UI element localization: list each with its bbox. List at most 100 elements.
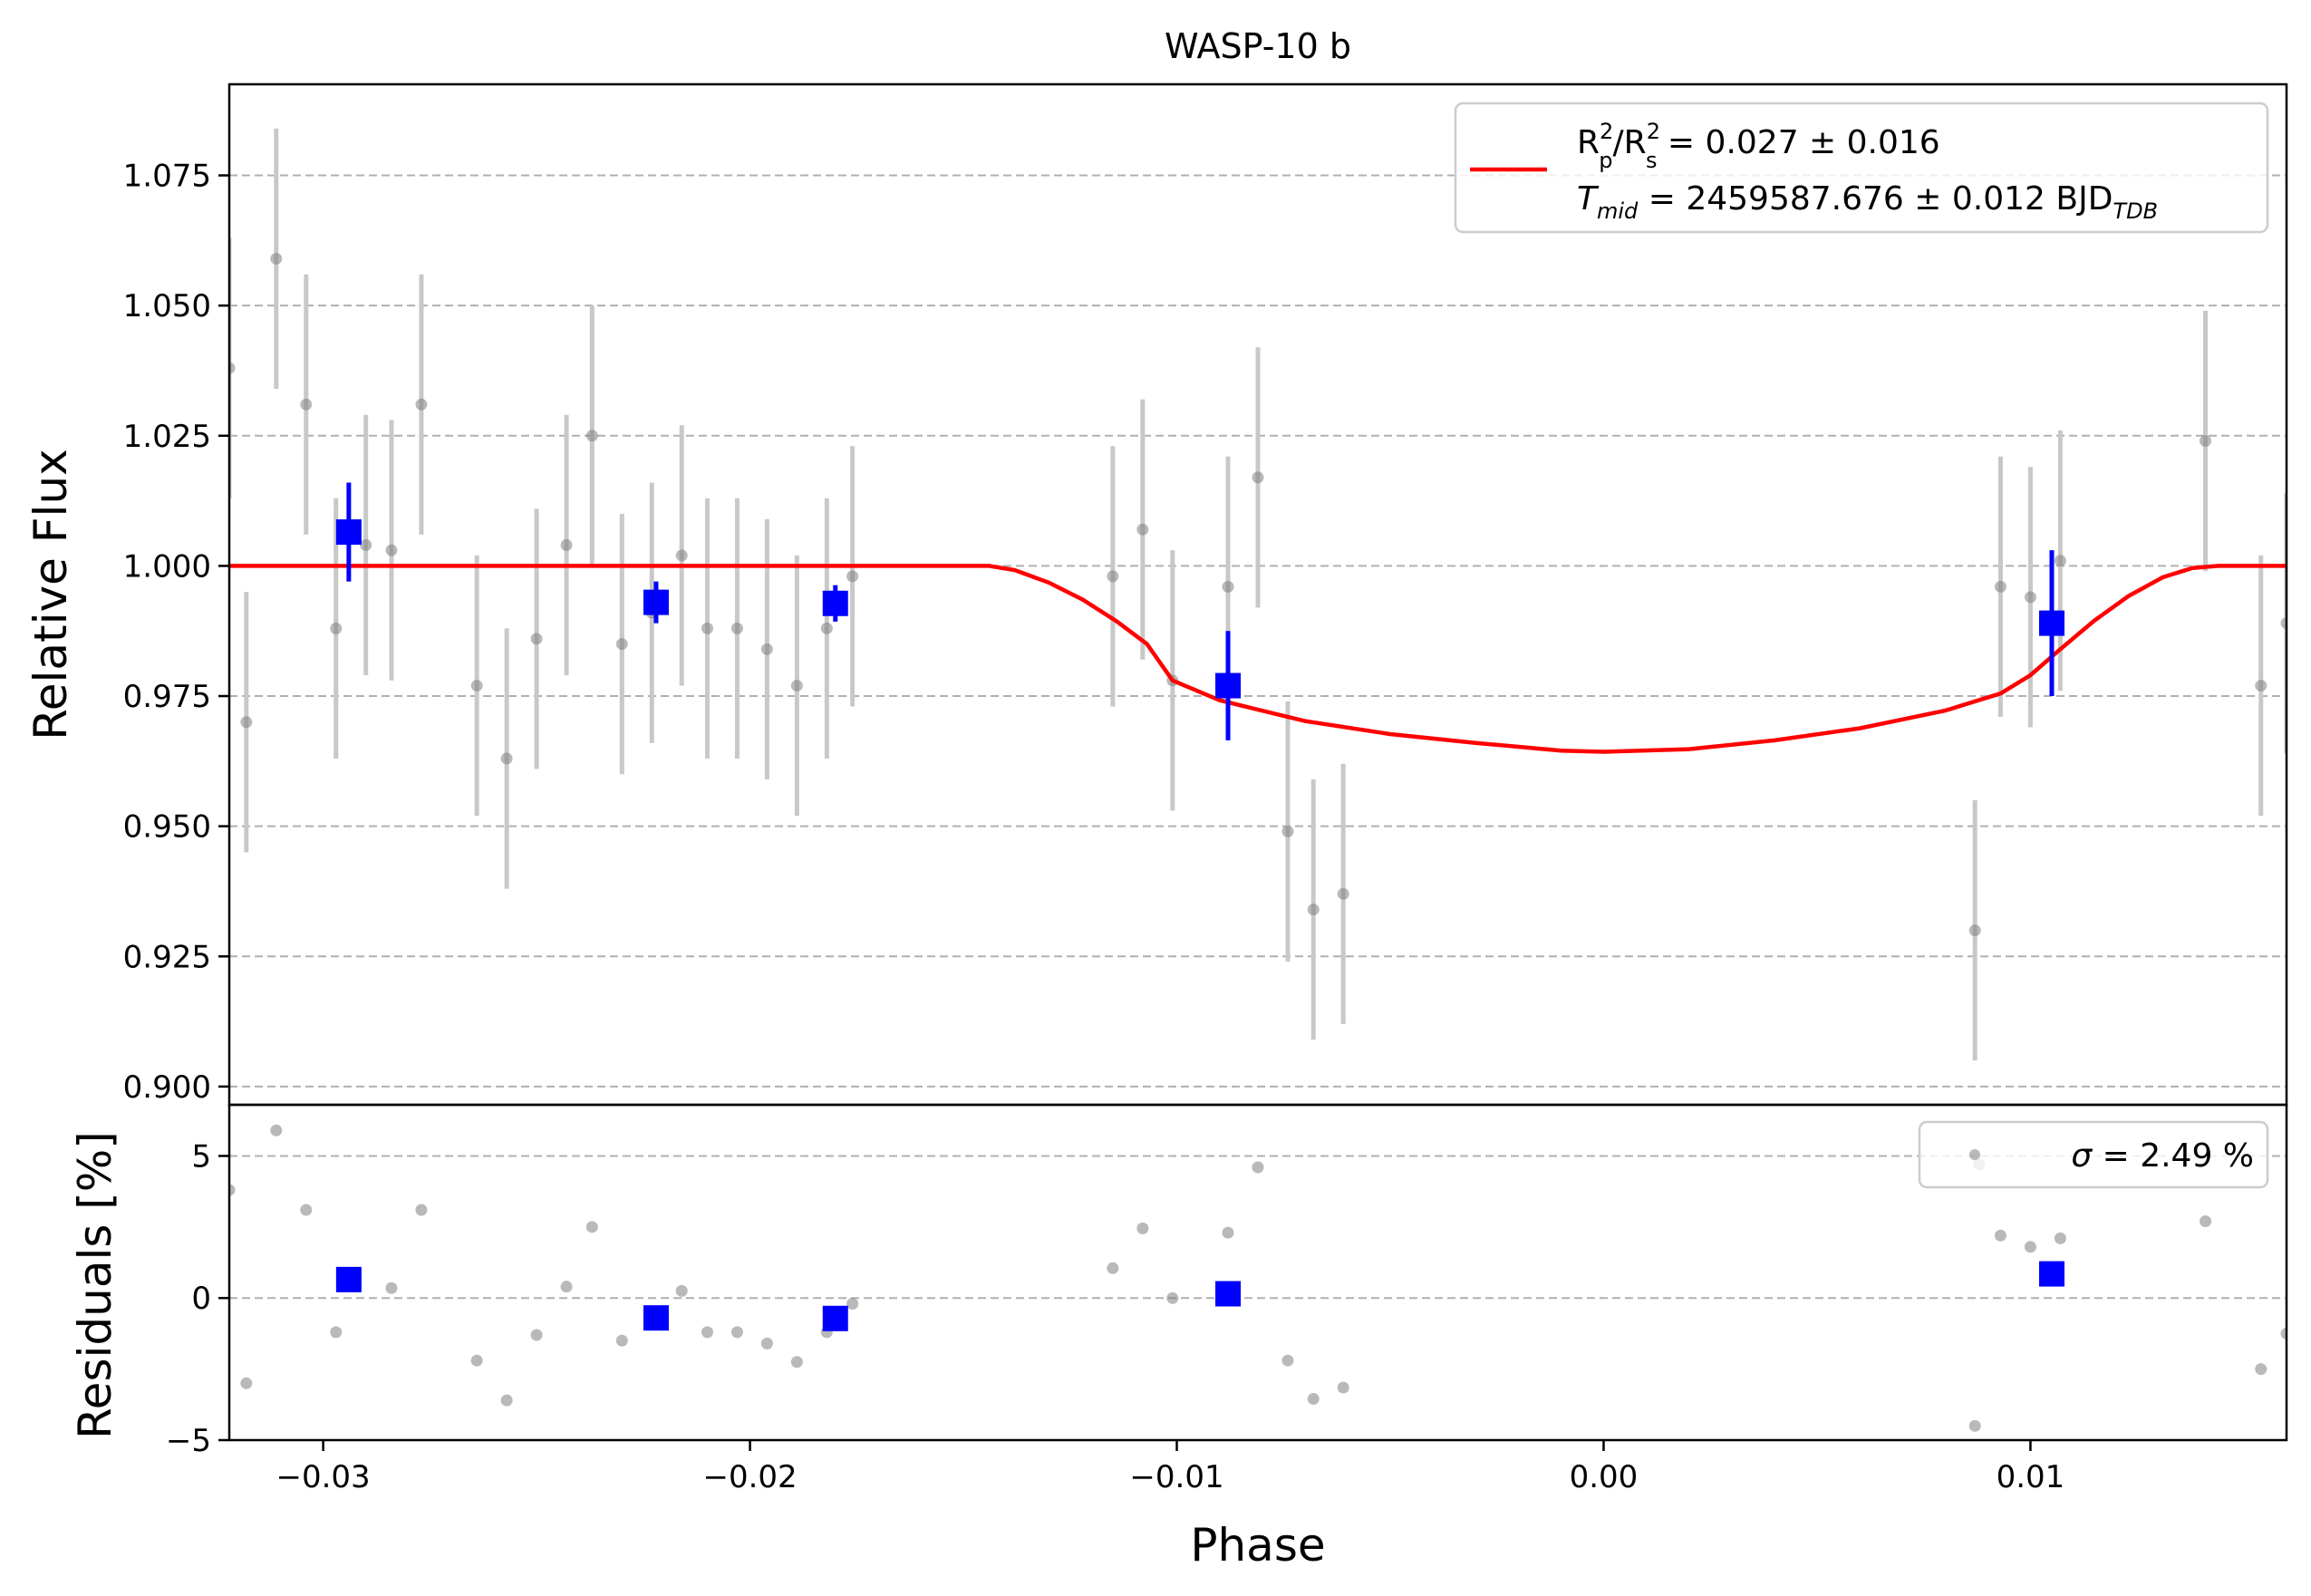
- residual-raw-point: [615, 1334, 628, 1347]
- residual-raw-point: [415, 1204, 428, 1216]
- residual-raw-point: [2054, 1232, 2066, 1244]
- residual-raw-point: [701, 1326, 713, 1339]
- flux-raw-point: [240, 716, 253, 729]
- residual-raw-point: [1307, 1393, 1320, 1406]
- flux-binned-point: [643, 589, 669, 615]
- flux-binned-point: [335, 519, 362, 546]
- flux-raw-point: [2054, 555, 2066, 567]
- residual-raw-point: [1136, 1222, 1149, 1234]
- residual-raw-point: [2024, 1241, 2036, 1253]
- residual-raw-point: [530, 1329, 543, 1341]
- flux-raw-point: [560, 538, 573, 551]
- flux-raw-point: [1307, 904, 1320, 916]
- residual-raw-point: [300, 1204, 313, 1216]
- residual-raw-point: [790, 1356, 803, 1369]
- chart-title: WASP-10 b: [1165, 26, 1351, 66]
- flux-y-tick-label: 0.900: [123, 1069, 211, 1106]
- residual-binned-point: [643, 1305, 669, 1331]
- residual-raw-point: [470, 1354, 483, 1367]
- residual-raw-point: [1222, 1226, 1234, 1239]
- residuals-y-tick-label: 0: [191, 1281, 211, 1317]
- residuals-y-ticks: −5 0 5: [166, 1138, 229, 1459]
- flux-raw-point: [846, 570, 859, 583]
- flux-raw-point: [730, 622, 743, 634]
- residual-raw-point: [1968, 1419, 1981, 1432]
- flux-raw-point: [1994, 580, 2006, 593]
- flux-raw-point: [500, 752, 513, 765]
- flux-y-tick-label: 0.975: [123, 679, 211, 715]
- flux-binned-point: [2038, 610, 2064, 636]
- residuals-legend-box: [1918, 1120, 2269, 1189]
- flux-y-tick-label: 1.025: [123, 419, 211, 455]
- flux-raw-point: [820, 622, 833, 634]
- x-ticks: −0.03 −0.02 −0.01 0.00 0.01: [276, 1440, 2064, 1495]
- residuals-y-tick-label: −5: [166, 1423, 211, 1459]
- legend-radius-ratio: R2 p/R2 s = 0.027 ± 0.016: [1577, 119, 1940, 173]
- residual-raw-point: [730, 1326, 743, 1339]
- residual-raw-point: [1994, 1229, 2006, 1242]
- flux-binned-point: [1215, 672, 1242, 699]
- residuals-legend: σ = 2.49 %: [1918, 1120, 2269, 1189]
- flux-raw-point: [1337, 887, 1349, 900]
- x-tick-label: −0.01: [1129, 1459, 1223, 1495]
- flux-raw-point: [760, 643, 773, 655]
- residual-raw-point: [240, 1377, 253, 1389]
- flux-panel: 0.900 0.925 0.950 0.975 1.000 1.025 1.050 1.075…: [24, 82, 2288, 1107]
- flux-legend: R2 p/R2 s = 0.027 ± 0.016 Tmid = 2459587.6…: [1454, 102, 2269, 234]
- x-tick-label: −0.02: [702, 1459, 797, 1495]
- flux-y-tick-label: 0.950: [123, 809, 211, 846]
- flux-legend-box: [1454, 102, 2269, 234]
- flux-y-tick-label: 1.075: [123, 159, 211, 195]
- flux-raw-point: [360, 538, 372, 551]
- residuals-y-axis-label: Residuals [%]: [69, 1131, 121, 1439]
- flux-raw-point: [2255, 680, 2267, 692]
- flux-y-ticks: 0.900 0.925 0.950 0.975 1.000 1.025 1.050 1.075: [123, 159, 229, 1106]
- flux-raw-point: [270, 252, 283, 265]
- flux-raw-point: [2024, 591, 2036, 604]
- residual-binned-point: [335, 1266, 362, 1292]
- flux-y-tick-label: 1.050: [123, 288, 211, 324]
- residuals-plot-frame: [227, 1103, 2288, 1442]
- flux-y-axis-label: Relative Flux: [24, 449, 77, 740]
- residual-raw-point: [1281, 1354, 1294, 1367]
- residual-raw-point: [330, 1326, 343, 1339]
- residual-raw-point: [2200, 1215, 2212, 1228]
- residual-raw-point: [2255, 1363, 2267, 1376]
- residual-raw-point: [500, 1394, 513, 1407]
- flux-raw-point: [1252, 471, 1264, 484]
- flux-raw-point: [385, 544, 398, 556]
- residual-raw-point: [2280, 1327, 2287, 1340]
- flux-raw-point: [1107, 570, 1119, 583]
- flux-raw-point: [1968, 924, 1981, 937]
- x-tick-label: 0.00: [1570, 1459, 1639, 1495]
- residual-raw-point: [1107, 1262, 1119, 1274]
- flux-raw-point: [585, 430, 598, 442]
- residual-raw-point: [675, 1284, 688, 1297]
- legend-residual-marker: [1969, 1149, 1980, 1160]
- flux-raw-point: [470, 680, 483, 692]
- flux-raw-point: [330, 622, 343, 634]
- x-axis-label: Phase: [1190, 1519, 1325, 1572]
- transit-model-line: [229, 564, 2287, 754]
- flux-raw-point: [415, 398, 428, 411]
- flux-raw-point: [1281, 825, 1294, 837]
- residual-raw-point: [1166, 1291, 1179, 1304]
- flux-raw-point: [530, 633, 543, 645]
- residuals-binned-points: [335, 1261, 2064, 1331]
- residual-raw-point: [1337, 1381, 1349, 1394]
- residual-binned-point: [822, 1305, 848, 1331]
- flux-raw-point: [2280, 617, 2287, 630]
- residual-raw-point: [760, 1337, 773, 1349]
- residual-raw-point: [846, 1297, 859, 1310]
- flux-raw-point: [615, 638, 628, 651]
- x-tick-label: −0.03: [276, 1459, 371, 1495]
- flux-y-tick-label: 0.925: [123, 939, 211, 975]
- flux-raw-point: [1222, 580, 1234, 593]
- legend-sigma: σ = 2.49 %: [2071, 1137, 2254, 1175]
- residual-raw-point: [560, 1281, 573, 1293]
- flux-raw-point: [790, 680, 803, 692]
- flux-binned-points: [335, 482, 2064, 740]
- flux-raw-point: [229, 362, 236, 374]
- flux-raw-point: [2200, 435, 2212, 448]
